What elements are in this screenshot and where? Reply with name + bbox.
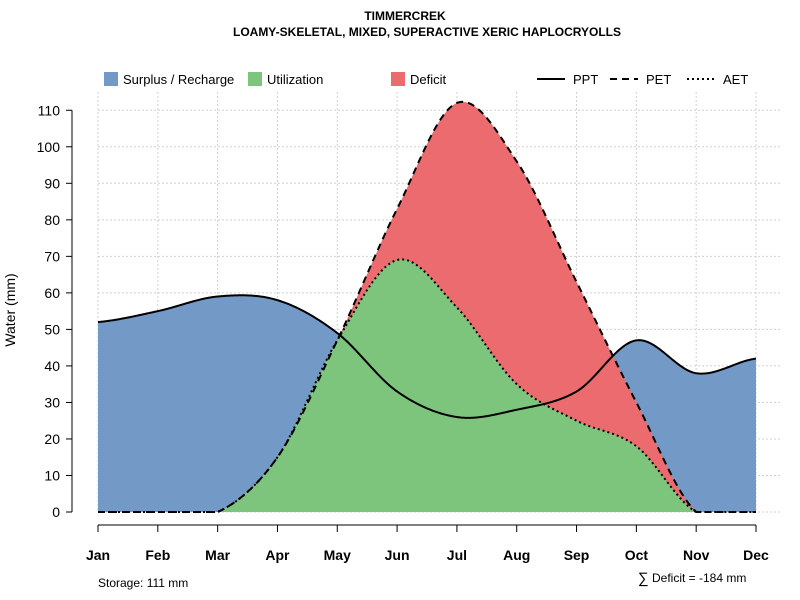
x-tick-label-aug: Aug [503, 547, 530, 563]
plot-areas [98, 101, 756, 513]
x-tick-label-sep: Sep [564, 547, 590, 563]
legend-label-pet: PET [646, 72, 671, 87]
sum-symbol-icon: ∑ [638, 570, 649, 587]
x-tick-label-feb: Feb [145, 547, 170, 563]
y-tick-label: 40 [44, 358, 60, 374]
series-line-ppt [97, 294, 757, 419]
axes: 0 10 20 30 40 50 60 70 80 90 100 110 Jan Feb Mar Apr May… [37, 102, 769, 563]
x-tick-label-mar: Mar [205, 547, 230, 563]
chart-subtitle: LOAMY-SKELETAL, MIXED, SUPERACTIVE XERIC… [233, 25, 621, 39]
series-line-aet [98, 258, 756, 513]
y-tick-label: 70 [44, 248, 60, 264]
x-tick-label-jan: Jan [86, 547, 110, 563]
series-line-pet [98, 100, 756, 513]
y-tick-label: 30 [44, 394, 60, 410]
y-tick-label: 50 [44, 321, 60, 337]
x-tick-label-oct: Oct [625, 547, 649, 563]
x-tick-label-jun: Jun [385, 547, 410, 563]
x-tick-label-dec: Dec [743, 547, 769, 563]
legend-swatch-deficit [391, 72, 405, 86]
deficit-annotation: Deficit = -184 mm [652, 571, 746, 585]
legend-label-surplus: Surplus / Recharge [123, 72, 234, 87]
legend-label-deficit: Deficit [410, 72, 447, 87]
area-utilization [98, 259, 756, 512]
y-axis-label: Water (mm) [2, 273, 18, 346]
y-tick-label: 110 [38, 102, 61, 118]
legend: Surplus / Recharge Utilization Deficit P… [104, 72, 748, 87]
legend-swatch-utilization [248, 72, 262, 86]
x-tick-label-apr: Apr [265, 547, 290, 563]
y-tick-label: 10 [44, 467, 60, 483]
chart-title: TIMMERCREK [364, 9, 446, 23]
legend-label-utilization: Utilization [267, 72, 323, 87]
y-tick-label: 0 [52, 504, 60, 520]
plot-lines [97, 100, 757, 513]
x-tick-label-jul: Jul [447, 547, 467, 563]
x-tick-label-may: May [324, 547, 351, 563]
y-tick-label: 100 [37, 139, 61, 155]
y-tick-label: 90 [44, 175, 60, 191]
x-tick-label-nov: Nov [683, 547, 710, 563]
storage-annotation: Storage: 111 mm [98, 576, 188, 590]
legend-label-ppt: PPT [573, 72, 598, 87]
y-tick-label: 60 [44, 285, 60, 301]
y-tick-label: 20 [44, 431, 60, 447]
legend-swatch-surplus [104, 72, 118, 86]
legend-label-aet: AET [723, 72, 748, 87]
y-tick-label: 80 [44, 212, 60, 228]
